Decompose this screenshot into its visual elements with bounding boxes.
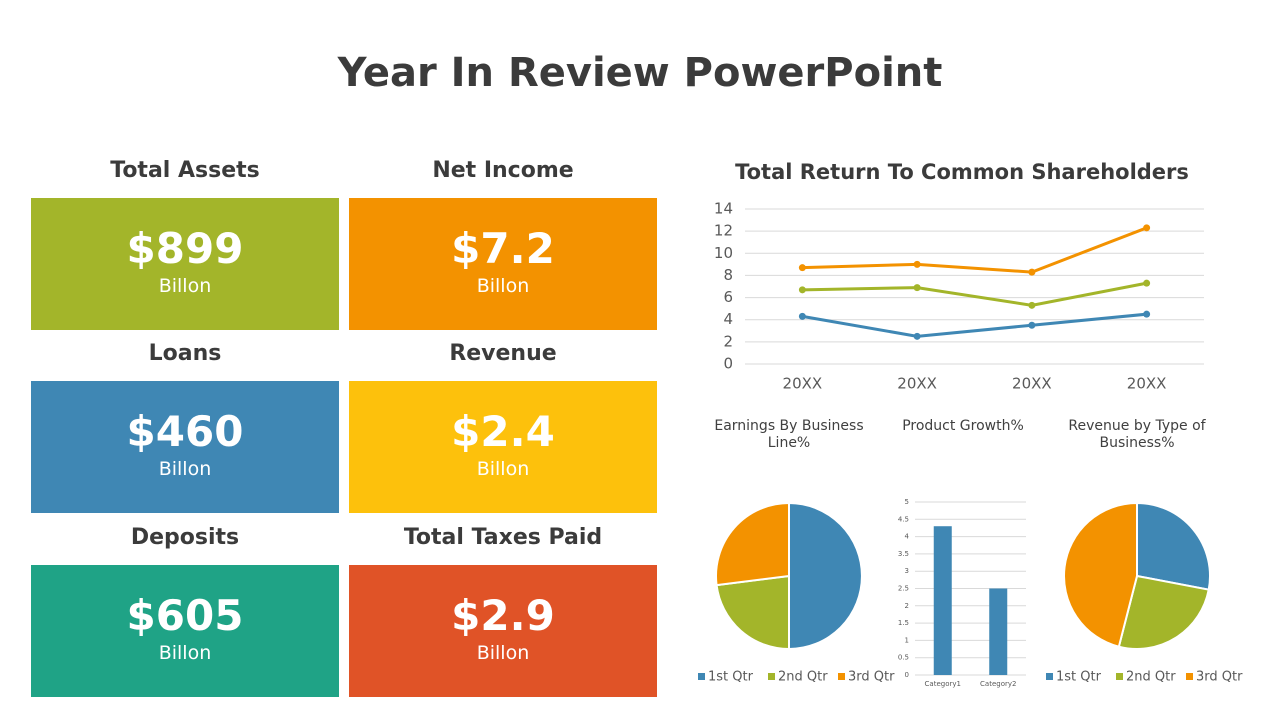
kpi-value: $460 (126, 407, 244, 456)
line-series (802, 312, 1147, 338)
line-point (1143, 310, 1151, 318)
y-tick-label: 4.5 (898, 515, 909, 523)
y-tick-label: 0 (905, 671, 909, 679)
y-tick-label: 5 (905, 498, 909, 506)
line-series (802, 281, 1147, 307)
line-point (798, 286, 806, 294)
pie-slice (1117, 574, 1210, 650)
line-point (1028, 321, 1036, 329)
legend-swatch (838, 673, 845, 680)
y-tick-label: 0.5 (898, 654, 909, 662)
legend-swatch (698, 673, 705, 680)
y-tick-label: 1 (905, 636, 909, 644)
slide-title: Year In Review PowerPoint (337, 50, 943, 96)
card-label: Deposits (130, 525, 240, 550)
line-point (1143, 224, 1151, 232)
x-tick-label: 20XX (897, 375, 937, 393)
legend-label: 2nd Qtr (1126, 670, 1176, 685)
pie-slice (1136, 501, 1212, 591)
legend-swatch (768, 673, 775, 680)
kpi-value: $605 (126, 591, 244, 640)
chart-title: Revenue by Type of Business% (1068, 418, 1206, 451)
bar (989, 588, 1008, 675)
x-tick-label: 20XX (1012, 375, 1052, 393)
legend-label: 1st Qtr (708, 670, 754, 685)
x-tick-label: Category2 (980, 680, 1016, 688)
card-label: Revenue (449, 341, 557, 366)
line-series (802, 226, 1148, 274)
y-tick-label: 12 (714, 222, 733, 240)
legend-label: 2nd Qtr (778, 670, 828, 685)
chart-title: Product Growth% (902, 418, 1024, 434)
kpi-card: $460 Billon (31, 381, 339, 513)
y-tick-label: 0 (723, 355, 733, 373)
x-tick-label: 20XX (1127, 375, 1167, 393)
legend-swatch (1186, 673, 1193, 680)
y-tick-label: 4 (723, 310, 733, 328)
legend-swatch (1046, 673, 1053, 680)
kpi-card: $2.9 Billon (349, 565, 657, 697)
line-point (1143, 279, 1151, 287)
legend-swatch (1116, 673, 1123, 680)
y-tick-label: 4 (905, 533, 910, 541)
kpi-card: $2.4 Billon (349, 381, 657, 513)
y-tick-label: 14 (714, 200, 733, 218)
line-point (913, 332, 921, 340)
y-tick-label: 10 (714, 244, 733, 262)
bar (933, 526, 952, 675)
line-point (1028, 268, 1036, 276)
legend-label: 3rd Qtr (1196, 670, 1243, 685)
pie-slice (788, 501, 863, 651)
kpi-value: $2.4 (451, 407, 555, 456)
y-tick-label: 1.5 (898, 619, 909, 627)
kpi-card: $7.2 Billon (349, 198, 657, 330)
pie-slice (1063, 501, 1138, 648)
kpi-card: $605 Billon (31, 565, 339, 697)
kpi-value: $899 (126, 224, 244, 273)
kpi-card: $899 Billon (31, 198, 339, 330)
kpi-value: $2.9 (451, 591, 555, 640)
card-label: Loans (148, 341, 222, 366)
y-tick-label: 2 (723, 332, 733, 350)
kpi-unit: Billon (476, 642, 530, 664)
y-tick-label: 3 (905, 567, 909, 575)
kpi-unit: Billon (158, 642, 212, 664)
chart-title: Earnings By Business Line% (714, 418, 864, 451)
y-tick-label: 3.5 (898, 550, 909, 558)
kpi-unit: Billon (158, 458, 212, 480)
kpi-value: $7.2 (451, 224, 555, 273)
card-label: Total Assets (110, 158, 260, 183)
line-point (798, 264, 806, 272)
y-tick-label: 6 (723, 288, 733, 306)
card-label: Net Income (432, 158, 574, 183)
pie-slice (715, 574, 790, 651)
line-point (798, 312, 806, 320)
y-tick-label: 2.5 (898, 585, 909, 593)
legend-label: 1st Qtr (1056, 670, 1102, 685)
x-tick-label: Category1 (925, 680, 961, 688)
x-tick-label: 20XX (783, 375, 823, 393)
kpi-unit: Billon (158, 275, 212, 297)
kpi-unit: Billon (476, 458, 530, 480)
chart-title: Total Return To Common Shareholders (735, 160, 1189, 184)
line-point (913, 260, 921, 268)
card-label: Total Taxes Paid (403, 525, 603, 550)
legend-label: 3rd Qtr (848, 670, 895, 685)
y-tick-label: 2 (905, 602, 909, 610)
kpi-unit: Billon (476, 275, 530, 297)
y-tick-label: 8 (723, 266, 733, 284)
line-point (1028, 301, 1036, 309)
line-point (913, 284, 921, 292)
pie-slice (715, 501, 790, 587)
